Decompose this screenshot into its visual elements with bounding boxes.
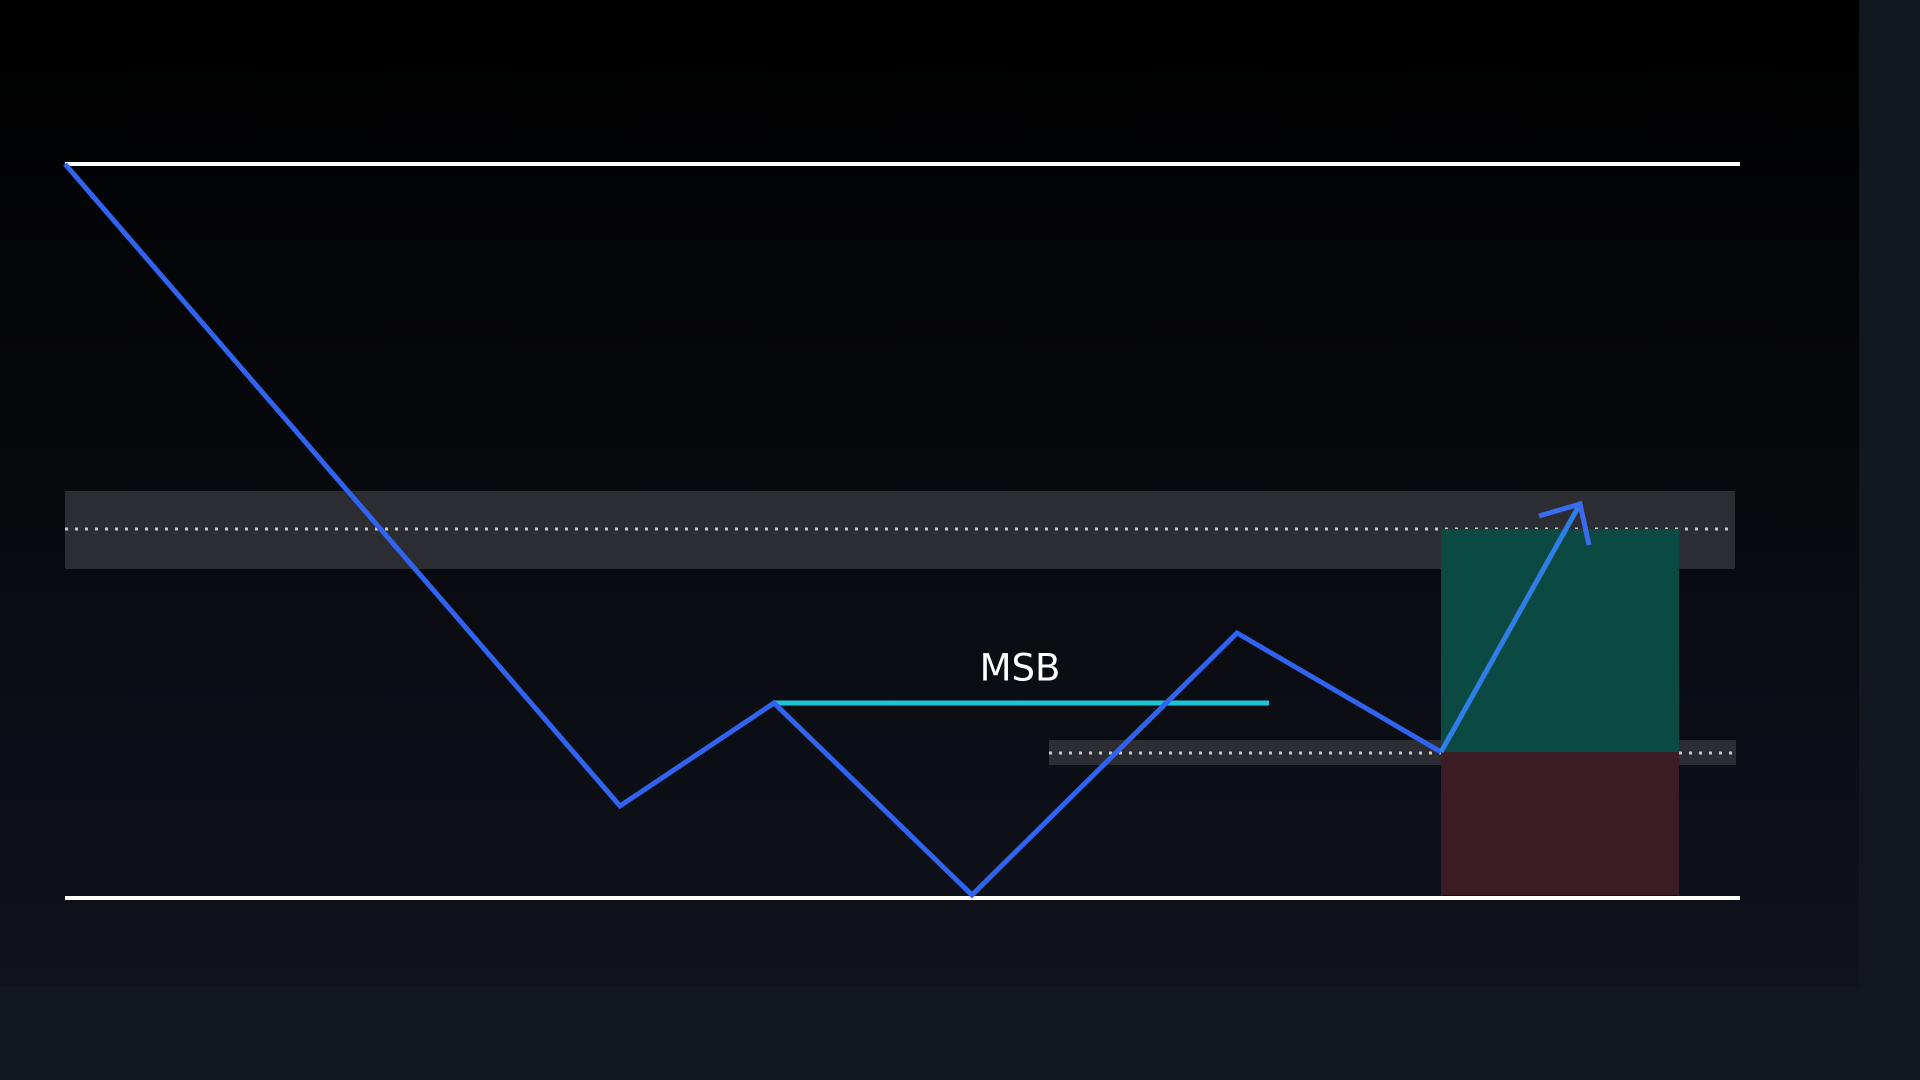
take-profit-box: [1441, 529, 1679, 752]
price-path: [63, 162, 1443, 899]
projection-arrow: [1438, 502, 1583, 754]
msb-label: MSB: [980, 647, 1061, 690]
stop-loss-box: [1441, 752, 1679, 895]
arrow-head: [1538, 500, 1592, 546]
